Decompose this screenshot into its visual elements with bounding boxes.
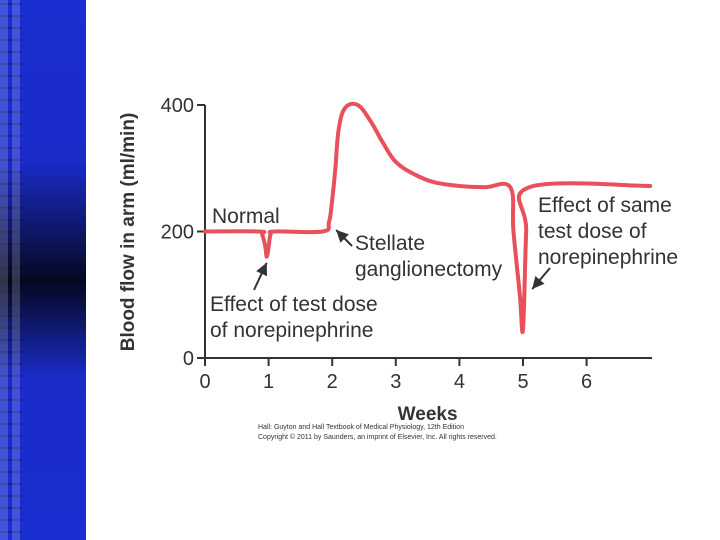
tick-labels: 0 200 400 0 1 2 3 4 5 6 <box>161 95 593 393</box>
y-tick-label: 200 <box>161 222 194 244</box>
tick-marks <box>197 104 588 366</box>
x-tick-label: 4 <box>454 371 465 393</box>
credit-line-1: Hall: Guyton and Hall Textbook of Medica… <box>258 424 464 431</box>
annotation-test-dose-line2: of norepinephrine <box>210 319 373 342</box>
y-tick-label: 0 <box>183 348 194 370</box>
annotation-same-dose-line2: test dose of <box>538 220 647 243</box>
annotation-same-dose-line3: norepinephrine <box>538 246 678 269</box>
y-axis-label: Blood flow in arm (ml/min) <box>118 113 139 352</box>
annotation-arrows <box>253 229 551 291</box>
arrow-same-dose-head <box>532 275 545 289</box>
x-tick-label: 5 <box>517 371 528 393</box>
x-tick-label: 0 <box>199 371 210 393</box>
y-tick-label: 400 <box>161 95 194 117</box>
arrow-stellate-head <box>336 230 349 243</box>
x-tick-label: 2 <box>327 371 338 393</box>
x-tick-label: 3 <box>390 371 401 393</box>
x-tick-label: 1 <box>263 371 274 393</box>
blood-flow-line <box>203 101 653 335</box>
sidebar-decoration <box>0 0 86 540</box>
annotation-normal: Normal <box>212 205 280 228</box>
x-axis-label: Weeks <box>398 404 458 425</box>
credit-line-2: Copyright © 2011 by Saunders, an imprint… <box>258 434 497 441</box>
arrow-test-dose-head <box>256 262 268 277</box>
sidebar-squares <box>0 0 22 540</box>
annotation-stellate-line2: ganglionectomy <box>355 258 503 281</box>
annotation-same-dose-line1: Effect of same <box>538 194 672 217</box>
annotation-test-dose-line1: Effect of test dose <box>210 293 378 316</box>
x-tick-label: 6 <box>581 371 592 393</box>
annotation-stellate-line1: Stellate <box>355 232 425 255</box>
